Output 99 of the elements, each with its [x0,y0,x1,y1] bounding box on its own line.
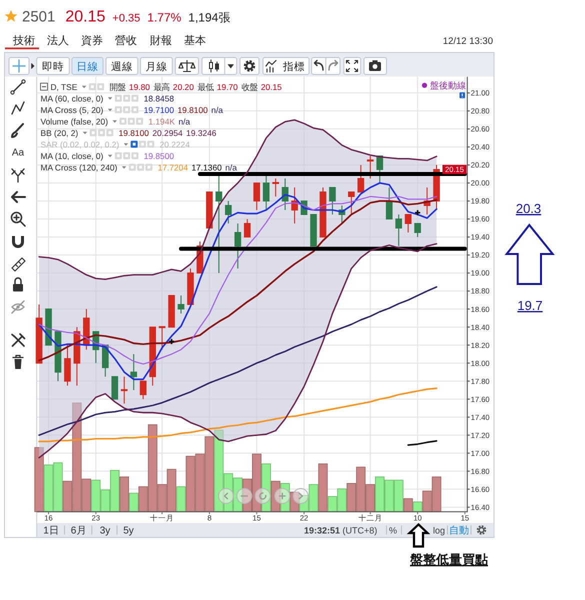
line-series [38,243,438,458]
candlestick [206,191,213,228]
candlestick [272,178,279,197]
candlestick [64,344,71,386]
annotation: 最高 [153,82,170,92]
annotation: D, TSE [50,82,78,92]
candlestick [320,186,326,238]
bar [403,498,413,512]
annotation: MA Cross (120, 240) [40,162,118,173]
text: 19:32:51 (UTC+8) [304,526,378,536]
bar [176,486,186,512]
bar [318,463,328,512]
annotation: n/a [211,105,224,116]
candlestick [216,173,222,274]
candlestick [253,182,260,210]
candlestick [111,376,118,400]
candlestick [120,376,128,404]
text: log [432,526,446,536]
candlestick [178,295,184,314]
bar [120,476,129,512]
candlestick [187,268,194,306]
text: 月線 [145,61,168,73]
text: 指標 [282,61,305,73]
candlestick [225,200,232,224]
text: 20.15 [65,8,106,26]
text: 1日 [43,526,59,536]
annotation: 最低 [197,82,214,92]
annotation: 19.8100 [178,105,208,116]
text: 12/12 13:30 [442,36,493,47]
line-series [38,286,438,436]
bar [412,502,422,512]
candlestick [36,304,42,364]
text: 資券 [81,34,103,47]
annotation: 19.8100 [118,128,150,138]
annotation: 17.1360 [191,162,222,173]
annotation: 1.194K [148,116,176,127]
candlestick [140,380,147,400]
candlestick [310,214,317,247]
text: 19.7 [517,298,543,313]
annotation: 盤後動線 [430,80,466,91]
annotation: 18.8458 [144,94,174,104]
annotation: MA Cross (5, 20) [40,105,104,116]
annotation: MA (60, close, 0) [40,94,104,104]
text: 6月 [70,526,86,536]
text: 即時 [42,60,64,73]
candlestick [291,186,298,224]
candlestick [348,191,355,215]
text: 法人 [47,34,69,47]
annotation: 20.2224 [160,140,190,150]
annotation: MA (10, close, 0) [40,151,104,162]
text: 技術 [12,35,35,47]
text: 週線 [111,61,133,73]
candlestick [158,326,166,350]
candlestick [366,155,374,179]
annotation: SAR (0.02, 0.02, 0.2) [40,140,120,150]
annotation: 19.8500 [144,151,174,162]
candlestick [329,186,336,215]
text: 營收 [115,34,137,47]
text: 5y [123,526,134,536]
annotation: 20.2954 [152,128,184,138]
text: 20.3 [516,201,542,216]
candlestick [130,354,138,391]
annotation: 20.20 [172,82,194,92]
annotation: 20.15 [260,82,282,92]
annotation: n/a [225,162,238,173]
annotation: 19.80 [128,82,150,92]
annotation: Volume (false, 20) [40,116,108,127]
annotation: 19.3246 [186,128,217,138]
candlestick [386,186,393,220]
annotation: 17.7204 [158,162,188,173]
text: 1.77% [147,10,182,24]
chart-title: 2501 [22,8,56,26]
annotation: 19.7100 [144,105,174,116]
candlestick [414,223,421,238]
annotation: BB (20, 2) [40,128,78,138]
text: 3y [100,526,110,536]
candlestick [168,295,175,328]
line-series [38,387,438,442]
text: 自動 [449,524,469,536]
annotation: 收盤 [241,82,258,92]
candlestick [234,223,242,270]
text: 財報 [150,35,172,47]
text: % [388,526,398,536]
text: 1,194張 [188,10,230,24]
bar [128,492,138,512]
text: +0.35 [112,12,140,24]
candlestick [357,164,364,192]
annotation: 開盤 [109,82,126,92]
annotation: 19.70 [216,82,238,92]
bar [34,447,44,512]
line-series [38,119,438,280]
text: 基本 [184,34,206,47]
text: Aa [12,148,25,158]
candlestick [244,218,251,238]
candlestick [404,214,412,234]
text: 日線 [76,61,98,73]
candlestick [262,173,270,210]
candlestick [395,214,402,247]
annotation: n/a [178,116,190,127]
